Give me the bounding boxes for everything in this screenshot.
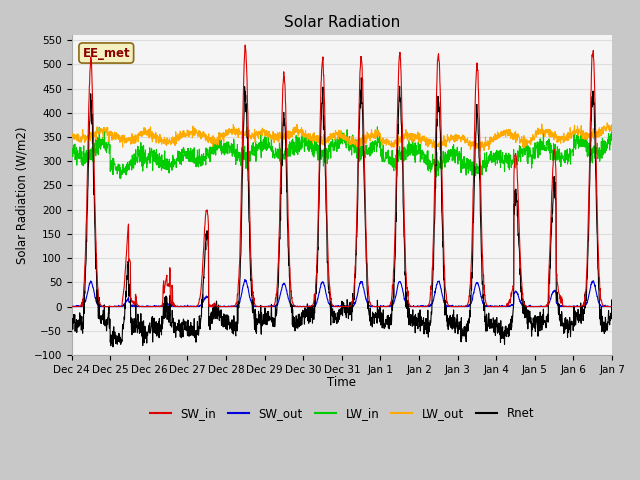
Legend: SW_in, SW_out, LW_in, LW_out, Rnet: SW_in, SW_out, LW_in, LW_out, Rnet bbox=[145, 402, 539, 425]
Text: EE_met: EE_met bbox=[83, 47, 130, 60]
Title: Solar Radiation: Solar Radiation bbox=[284, 15, 400, 30]
Y-axis label: Solar Radiation (W/m2): Solar Radiation (W/m2) bbox=[15, 126, 28, 264]
X-axis label: Time: Time bbox=[327, 376, 356, 389]
